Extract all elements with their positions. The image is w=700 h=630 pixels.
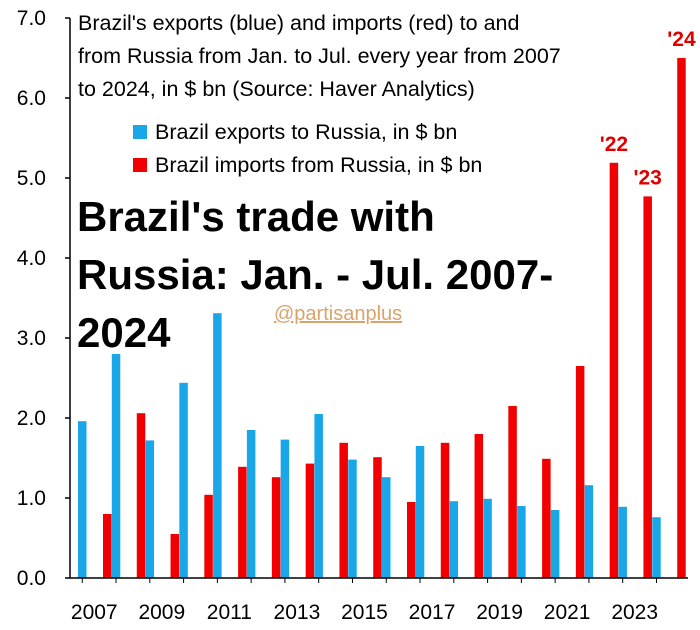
legend-swatch-red [133, 158, 147, 172]
y-tick-label: 7.0 [17, 7, 46, 30]
headline-line: Russia: Jan. - Jul. 2007- [77, 251, 554, 298]
export-bar-2020 [517, 506, 526, 578]
bars-group [78, 58, 686, 579]
y-tick-label: 2.0 [17, 407, 46, 430]
import-bar-2008 [136, 413, 146, 578]
x-tick-label: 2015 [341, 601, 388, 624]
export-bar-2008 [111, 354, 121, 578]
export-bar-2018 [449, 501, 459, 578]
x-tick-label: 2007 [71, 601, 118, 624]
y-tick-label: 0.0 [17, 567, 46, 590]
x-tick-label: 2009 [138, 601, 185, 624]
y-tick-label: 1.0 [17, 487, 46, 510]
import-bar-2012 [271, 477, 281, 578]
caption-line: from Russia from Jan. to Jul. every year… [78, 44, 561, 68]
export-bar-2012 [246, 430, 256, 578]
export-bar-2022 [584, 485, 594, 578]
legend-swatch-blue [133, 125, 147, 139]
export-bar-2015 [348, 459, 357, 578]
x-tick-label: 2011 [207, 601, 252, 624]
bar-annotation-2024: '24 [667, 28, 696, 51]
import-bar-2011 [238, 466, 247, 578]
x-tick-label: 2023 [611, 601, 658, 624]
import-bar-2021 [575, 366, 585, 578]
export-bar-2016 [382, 477, 391, 578]
watermark: @partisanplus [274, 303, 403, 325]
import-bar-2015 [373, 457, 382, 578]
export-bar-2007 [78, 421, 87, 578]
y-tick-label: 6.0 [17, 87, 46, 110]
bar-annotations-group: '22 '23 '24 [600, 28, 696, 189]
export-bar-2024 [652, 517, 661, 578]
caption-line: Brazil's exports (blue) and imports (red… [78, 11, 520, 35]
export-bar-2010 [179, 382, 188, 578]
y-tick-label: 4.0 [17, 247, 46, 270]
legend-label: Brazil imports from Russia, in $ bn [155, 153, 483, 177]
x-tick-label: 2021 [544, 601, 591, 624]
import-bar-2010 [204, 494, 213, 578]
axes-group [69, 18, 688, 579]
chart-caption: Brazil's exports (blue) and imports (red… [78, 7, 668, 106]
caption-line: to 2024, in $ bn (Source: Haver Analytic… [78, 77, 475, 101]
y-ticks-group: 0.0 1.0 2.0 3.0 4.0 5.0 6.0 7.0 [17, 7, 70, 590]
x-tick-label: 2017 [409, 601, 456, 624]
chart-headline: Brazil's trade with Russia: Jan. - Jul. … [77, 188, 553, 362]
x-ticks-group: 2007 2009 2011 2013 2015 2017 2019 2021 2023 [71, 578, 658, 624]
export-bar-2014 [314, 414, 323, 578]
import-bar-2007 [103, 514, 112, 578]
headline-line: Brazil's trade with [77, 193, 435, 240]
import-bar-2014 [339, 442, 348, 578]
export-bar-2017 [415, 446, 425, 578]
bar-annotation-2022: '22 [600, 133, 628, 156]
export-bar-2023 [618, 506, 627, 578]
import-bar-2020 [542, 458, 551, 578]
x-tick-label: 2019 [476, 601, 523, 624]
import-bar-2017 [440, 442, 450, 578]
import-bar-2018 [474, 434, 484, 578]
import-bar-2024 [677, 58, 686, 578]
export-bar-2021 [550, 510, 560, 578]
bar-annotation-2023: '23 [634, 166, 662, 189]
import-bar-2016 [407, 502, 416, 578]
export-bar-2013 [280, 439, 290, 578]
import-bar-2022 [609, 162, 619, 579]
import-bar-2009 [170, 534, 180, 578]
import-bar-2019 [508, 406, 517, 578]
import-bar-2013 [305, 463, 315, 578]
export-bar-2019 [483, 498, 492, 578]
y-tick-label: 5.0 [17, 167, 46, 190]
headline-line: 2024 [77, 309, 171, 356]
export-bar-2009 [145, 440, 155, 578]
x-tick-label: 2013 [274, 601, 321, 624]
export-bar-2011 [213, 313, 222, 578]
import-bar-2023 [643, 196, 652, 578]
y-tick-label: 3.0 [17, 327, 46, 350]
legend-label: Brazil exports to Russia, in $ bn [155, 120, 458, 144]
